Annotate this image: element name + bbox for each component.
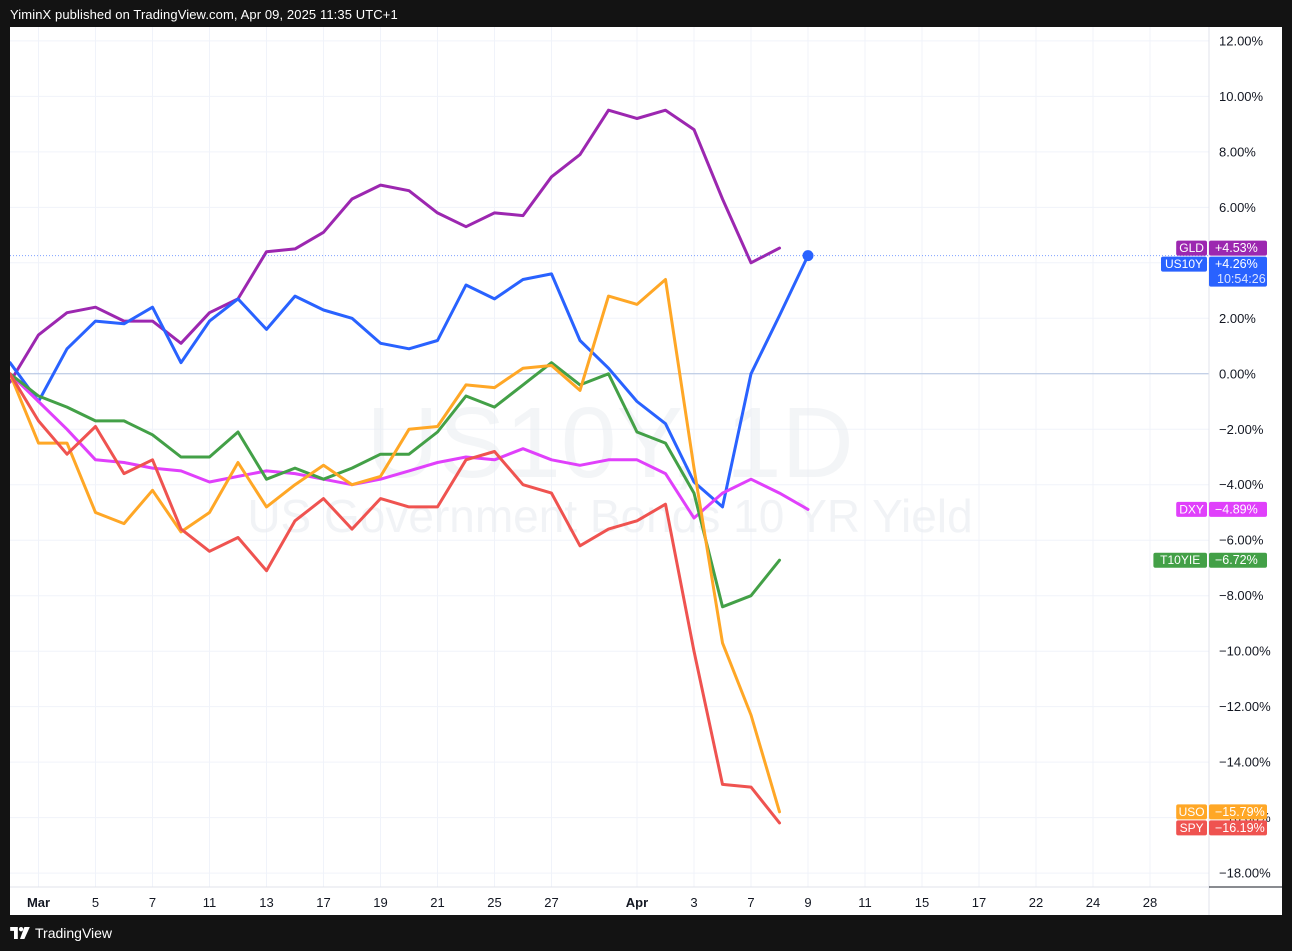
badge-name-gld: GLD — [1179, 241, 1204, 255]
x-tick-label: 7 — [747, 895, 754, 910]
x-tick-label: 11 — [858, 895, 872, 910]
badge-name-t10yie: T10YIE — [1160, 553, 1200, 567]
badge-name-bg-gld — [1176, 240, 1207, 256]
line-chart[interactable]: US10Y, 1D US Government Bonds 10 YR Yiel… — [8, 27, 1282, 915]
badge-name-bg-t10yie — [1153, 552, 1207, 568]
badge-value-us10y: +4.26% — [1215, 257, 1258, 271]
y-tick-label: −4.00% — [1219, 477, 1264, 492]
badge-value-bg-gld — [1209, 240, 1267, 256]
badge-value-gld: +4.53% — [1215, 241, 1258, 255]
badge-value-t10yie: −6.72% — [1215, 553, 1258, 567]
badge-value-bg-spy — [1209, 820, 1267, 836]
price-badges: GLD +4.53% US10Y +4.26%10:54:26 DXY −4.89% T10… — [1153, 240, 1267, 836]
x-tick-label: Apr — [626, 895, 648, 910]
x-tick-label: 24 — [1086, 895, 1100, 910]
x-tick-label: 22 — [1029, 895, 1043, 910]
badge-value-spy: −16.19% — [1215, 821, 1265, 835]
x-tick-label: 25 — [487, 895, 501, 910]
y-tick-label: 12.00% — [1219, 33, 1264, 48]
watermark-symbol: US10Y, 1D — [366, 387, 853, 499]
publish-header: YiminX published on TradingView.com, Apr… — [10, 7, 398, 22]
y-tick-label: 0.00% — [1219, 366, 1256, 381]
x-tick-label: 7 — [149, 895, 156, 910]
badge-value-uso: −15.79% — [1215, 805, 1265, 819]
grid — [10, 27, 1209, 887]
chart-panel[interactable]: US10Y, 1D US Government Bonds 10 YR Yiel… — [8, 27, 1282, 915]
x-tick-label: 21 — [430, 895, 444, 910]
x-tick-label: 17 — [972, 895, 986, 910]
watermark: US10Y, 1D US Government Bonds 10 YR Yiel… — [247, 387, 972, 542]
series-line-uso — [8, 278, 781, 814]
series-line-dxy — [8, 372, 810, 520]
y-tick-label: −14.00% — [1219, 755, 1271, 770]
y-tick-label: 2.00% — [1219, 311, 1256, 326]
y-tick-label: −8.00% — [1219, 588, 1264, 603]
watermark-description: US Government Bonds 10 YR Yield — [247, 490, 972, 542]
badge-value-dxy: −4.89% — [1215, 502, 1258, 516]
badge-value-bg-uso — [1209, 804, 1267, 820]
badge-countdown-us10y: 10:54:26 — [1217, 272, 1266, 286]
us10y-last-point — [802, 250, 814, 262]
series-line-spy — [8, 372, 781, 825]
x-tick-label: 3 — [690, 895, 697, 910]
x-tick-label: 28 — [1143, 895, 1157, 910]
x-tick-label: 11 — [203, 895, 217, 910]
y-tick-label: −18.00% — [1219, 866, 1271, 881]
badge-name-uso: USO — [1179, 805, 1205, 819]
badge-name-us10y: US10Y — [1165, 257, 1203, 271]
x-tick-label: 9 — [804, 895, 811, 910]
y-tick-label: −10.00% — [1219, 644, 1271, 659]
badge-value-bg-us10y — [1209, 256, 1267, 287]
badge-name-bg-us10y — [1161, 256, 1207, 272]
tradingview-logo-icon — [10, 927, 30, 939]
series-line-us10y — [8, 254, 810, 509]
x-tick-label: 15 — [915, 895, 929, 910]
y-tick-label: 10.00% — [1219, 89, 1264, 104]
y-tick-label: −6.00% — [1219, 533, 1264, 548]
badge-name-bg-dxy — [1176, 501, 1207, 517]
x-tick-label: Mar — [27, 895, 50, 910]
x-tick-label: 19 — [373, 895, 387, 910]
x-tick-label: 27 — [544, 895, 558, 910]
x-tick-label: 17 — [316, 895, 330, 910]
y-tick-label: −2.00% — [1219, 422, 1264, 437]
badge-name-bg-spy — [1176, 820, 1207, 836]
y-tick-label: −12.00% — [1219, 699, 1271, 714]
y-tick-label: 8.00% — [1219, 144, 1256, 159]
series-line-gld — [8, 108, 781, 384]
badge-value-bg-dxy — [1209, 501, 1267, 517]
x-tick-label: 5 — [92, 895, 99, 910]
badge-name-dxy: DXY — [1179, 502, 1204, 516]
x-tick-label: 13 — [259, 895, 273, 910]
tradingview-brand: TradingView — [35, 925, 113, 941]
series-lines — [8, 108, 1209, 825]
badge-name-bg-uso — [1176, 804, 1207, 820]
badge-value-bg-t10yie — [1209, 552, 1267, 568]
y-tick-label: 6.00% — [1219, 200, 1256, 215]
tradingview-footer[interactable]: TradingView — [10, 925, 112, 941]
badge-name-spy: SPY — [1180, 821, 1204, 835]
